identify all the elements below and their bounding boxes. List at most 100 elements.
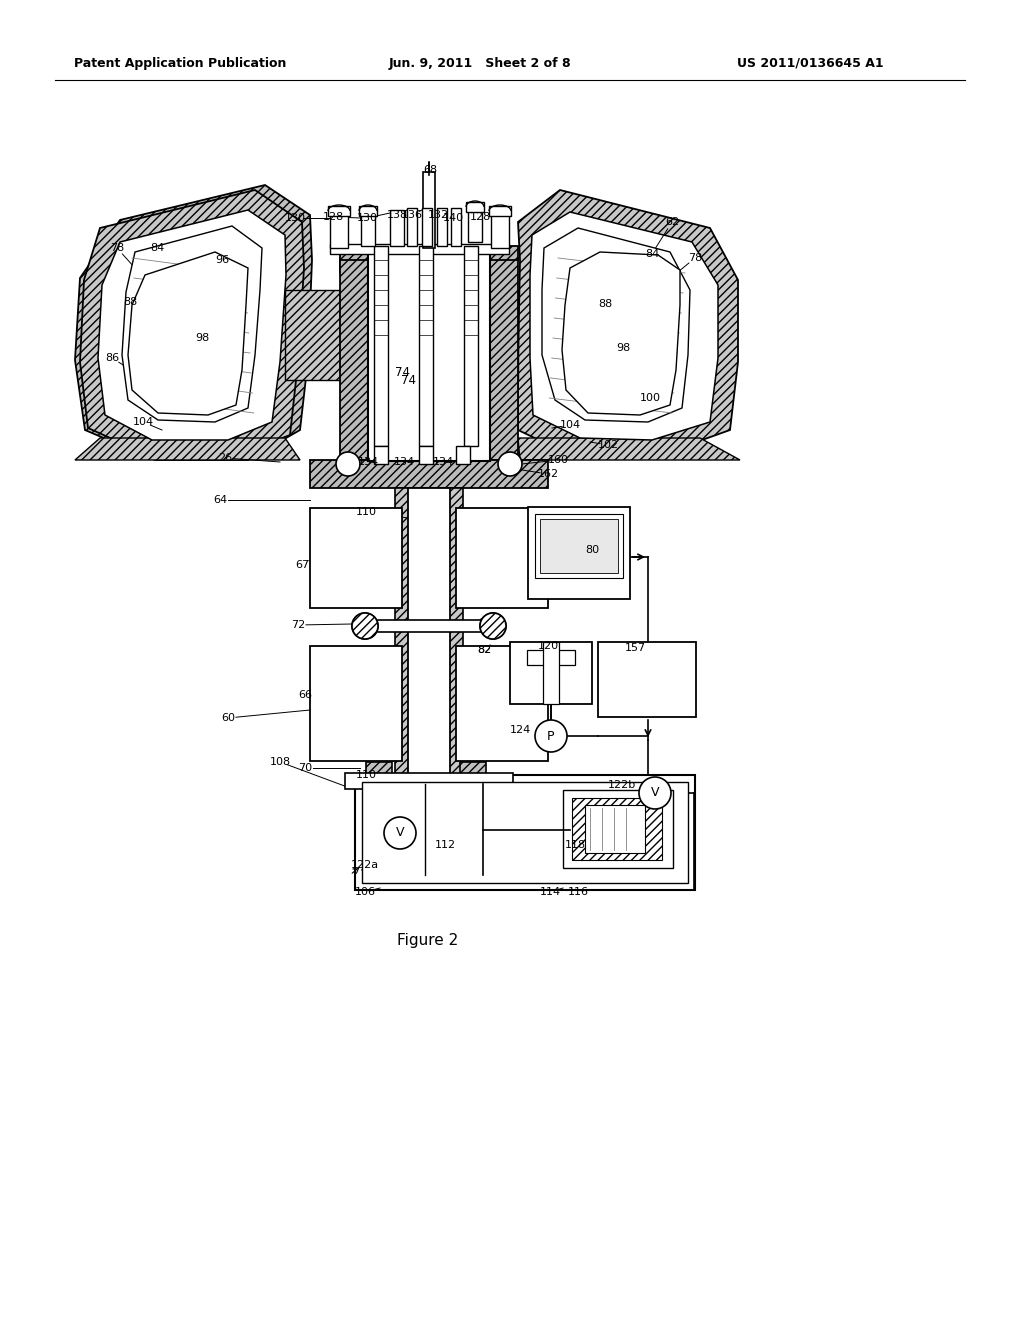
Bar [340,257,368,459]
Bar [563,789,673,869]
Polygon shape [562,252,680,414]
Circle shape [480,612,506,639]
Bar [527,649,575,665]
Text: 134: 134 [393,457,415,467]
Bar [456,508,548,609]
Text: 157: 157 [625,643,645,653]
Text: 112: 112 [434,840,456,850]
Polygon shape [285,290,340,380]
Bar [460,762,486,784]
Bar [422,209,432,246]
Text: 84: 84 [645,249,659,259]
Text: 100: 100 [640,393,660,403]
Bar [464,246,478,446]
Bar [456,446,470,465]
Bar [374,246,388,446]
Text: 130: 130 [285,213,305,223]
Text: 104: 104 [132,417,154,426]
Bar [489,206,511,216]
Text: V: V [395,826,404,840]
Text: 128: 128 [469,213,490,222]
Text: 70: 70 [298,763,312,774]
Bar [585,805,645,853]
Text: 74: 74 [400,374,416,387]
Text: Figure 2: Figure 2 [397,932,459,948]
Bar [362,781,688,883]
Circle shape [352,612,378,639]
Bar [535,513,623,578]
Text: 128: 128 [323,213,344,222]
Bar [328,206,350,216]
Polygon shape [490,290,518,380]
Text: Patent Application Publication: Patent Application Publication [74,57,286,70]
Text: 62: 62 [665,216,679,227]
Polygon shape [80,190,304,455]
Text: 110: 110 [355,770,377,780]
Text: 114: 114 [540,887,560,898]
Circle shape [498,451,522,477]
Text: 130: 130 [356,213,378,223]
Bar [366,762,392,784]
Circle shape [352,612,378,639]
Bar [528,507,630,599]
Bar [390,210,404,246]
Text: 78: 78 [688,253,702,263]
Text: 106: 106 [354,887,376,898]
Bar [330,214,348,248]
Text: 140: 140 [442,213,464,223]
Bar [419,246,433,446]
Bar [359,206,377,216]
Bar [408,488,450,777]
Text: 160: 160 [548,455,568,465]
Polygon shape [75,185,312,459]
Text: 66: 66 [298,690,312,700]
Polygon shape [542,228,690,422]
Circle shape [639,777,671,809]
Bar [395,488,463,777]
Bar [543,642,559,704]
Bar [468,210,482,242]
Text: P: P [547,730,555,742]
Text: 122b: 122b [608,780,636,789]
Text: US 2011/0136645 A1: US 2011/0136645 A1 [736,57,884,70]
Text: 67: 67 [295,560,309,570]
Circle shape [384,817,416,849]
Text: 80: 80 [585,545,599,554]
Text: V: V [650,787,659,800]
Text: 82: 82 [477,645,492,655]
Bar [598,642,696,717]
Text: 96: 96 [215,255,229,265]
Text: 120: 120 [538,642,558,651]
Text: 64: 64 [213,495,227,506]
Bar [466,202,484,213]
Text: 108: 108 [269,756,291,767]
Text: Jun. 9, 2011   Sheet 2 of 8: Jun. 9, 2011 Sheet 2 of 8 [389,57,571,70]
Text: 84: 84 [150,243,164,253]
Bar [310,508,402,609]
Polygon shape [530,213,718,440]
Text: 162: 162 [538,469,558,479]
Text: 68: 68 [423,165,437,176]
Circle shape [480,612,506,639]
Bar [510,642,592,704]
Polygon shape [368,614,490,632]
Polygon shape [75,438,300,459]
Bar [456,645,548,762]
Text: 132: 132 [427,210,449,220]
Bar [437,209,447,246]
Bar [345,774,513,789]
Polygon shape [122,226,262,422]
Bar [368,246,490,461]
Text: 110: 110 [355,507,377,517]
Polygon shape [518,190,738,455]
Bar [423,172,435,248]
Bar [451,209,461,246]
Text: 26: 26 [218,453,232,463]
Text: 116: 116 [567,887,589,898]
Text: 82: 82 [477,645,492,655]
Text: 124: 124 [509,725,530,735]
Text: 118: 118 [564,840,586,850]
Text: 122a: 122a [351,861,379,870]
Text: 134: 134 [432,457,454,467]
Text: 102: 102 [597,440,618,450]
